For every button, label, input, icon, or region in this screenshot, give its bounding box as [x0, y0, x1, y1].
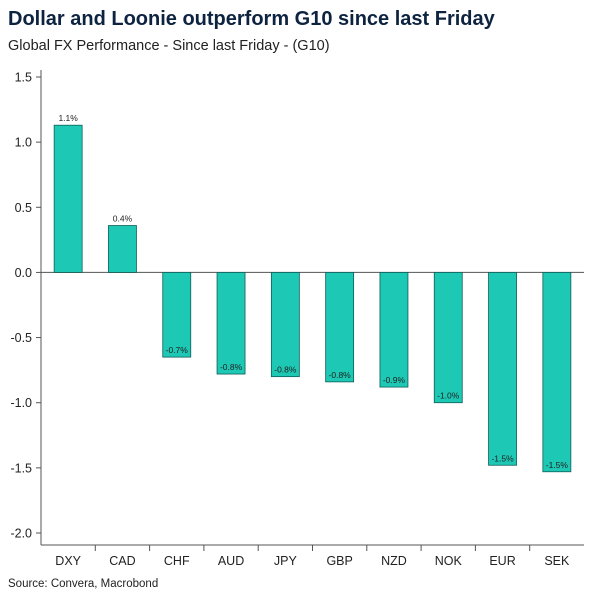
- data-label-sek: -1.5%: [546, 460, 569, 470]
- x-tick-label-cad: CAD: [109, 554, 135, 568]
- data-label-chf: -0.7%: [166, 345, 189, 355]
- bar-gbp: [325, 272, 355, 383]
- data-label-eur: -1.5%: [491, 453, 514, 463]
- bar-dxy: [53, 124, 83, 273]
- x-tick-label-gbp: GBP: [326, 554, 352, 568]
- x-tick-label-eur: EUR: [489, 554, 515, 568]
- data-label-dxy: 1.1%: [58, 113, 78, 123]
- x-tick-label-nok: NOK: [435, 554, 463, 568]
- data-label-gbp: -0.8%: [329, 370, 352, 380]
- bar-chf: [162, 272, 192, 358]
- bar-sek: [542, 272, 572, 473]
- y-tick-label: -2.0: [10, 527, 32, 541]
- bar-nok: [433, 272, 463, 404]
- y-tick-label: -1.0: [10, 396, 32, 410]
- data-label-nzd: -0.9%: [383, 375, 406, 385]
- data-label-cad: 0.4%: [113, 214, 133, 224]
- y-tick-label: 0.5: [15, 201, 32, 215]
- data-label-aud: -0.8%: [220, 362, 243, 372]
- x-tick-label-sek: SEK: [544, 554, 570, 568]
- x-tick-label-dxy: DXY: [55, 554, 81, 568]
- bar-jpy: [270, 272, 300, 378]
- x-tick-label-chf: CHF: [164, 554, 190, 568]
- y-tick-label: -1.5: [10, 461, 32, 475]
- bar-nzd: [379, 272, 409, 388]
- y-tick-label: 1.5: [15, 71, 32, 85]
- x-tick-label-nzd: NZD: [381, 554, 407, 568]
- x-tick-label-jpy: JPY: [274, 554, 298, 568]
- bar-cad: [108, 225, 137, 273]
- x-tick-label-aud: AUD: [218, 554, 244, 568]
- bar-aud: [216, 272, 246, 375]
- chart-source: Source: Convera, Macrobond: [8, 578, 159, 590]
- chart-title: Dollar and Loonie outperform G10 since l…: [8, 8, 495, 30]
- chart-subtitle: Global FX Performance - Since last Frida…: [8, 38, 330, 54]
- bar-eur: [488, 272, 517, 466]
- data-label-jpy: -0.8%: [274, 365, 297, 375]
- y-tick-label: 0.0: [15, 266, 32, 280]
- y-tick-label: 1.0: [15, 136, 32, 150]
- y-tick-label: -0.5: [10, 331, 32, 345]
- data-label-nok: -1.0%: [437, 391, 460, 401]
